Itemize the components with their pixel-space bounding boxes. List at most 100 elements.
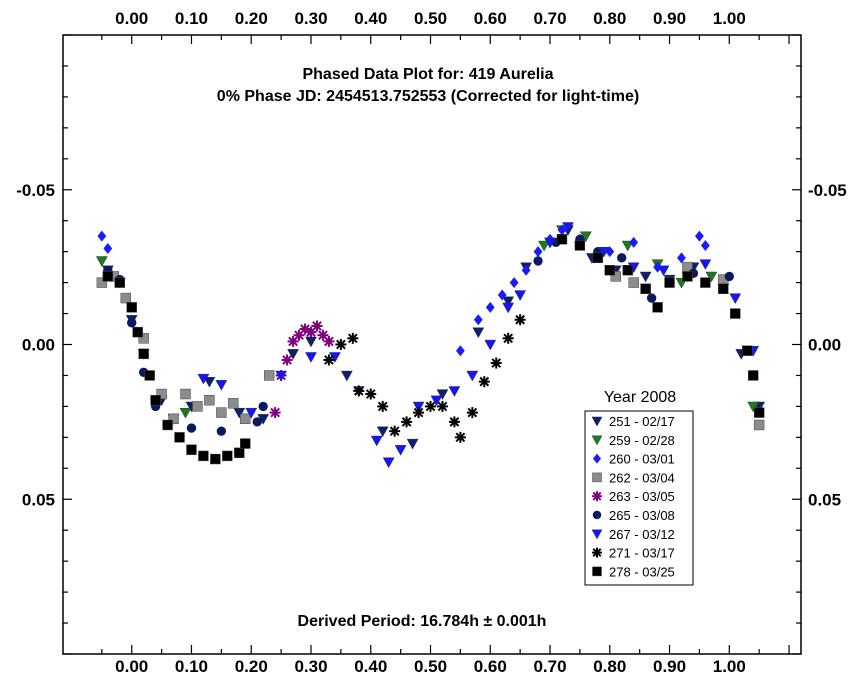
data-point — [203, 376, 216, 388]
data-point — [215, 380, 228, 391]
data-point — [753, 407, 765, 418]
data-point — [412, 401, 425, 413]
data-point — [382, 457, 395, 469]
data-point — [533, 256, 543, 266]
data-point — [204, 395, 215, 406]
data-point — [216, 426, 227, 436]
x-tick-label-bottom: 0.80 — [593, 657, 626, 676]
x-tick-label-top: 0.70 — [533, 9, 566, 28]
data-point — [592, 252, 604, 264]
data-point — [753, 419, 765, 431]
x-tick-label-top: 0.60 — [474, 9, 507, 28]
data-point — [699, 259, 712, 271]
data-point — [216, 407, 227, 418]
data-point — [478, 376, 490, 388]
data-point — [138, 348, 149, 359]
legend-marker-7 — [592, 547, 602, 558]
data-point — [156, 388, 167, 400]
x-tick-label-bottom: 0.70 — [533, 657, 566, 676]
legend-label-2: 260 - 03/01 — [609, 452, 675, 467]
data-point — [269, 407, 281, 419]
data-point — [604, 265, 615, 276]
data-point — [747, 401, 760, 413]
x-tick-label-bottom: 0.50 — [414, 657, 447, 676]
y-tick-label-left: 0.05 — [22, 490, 55, 509]
data-point — [245, 407, 258, 419]
legend-marker-5 — [592, 510, 602, 520]
legend: Year 2008 251 - 02/17 259 - 02/28 260 - 03… — [584, 389, 694, 586]
data-point — [617, 253, 627, 263]
data-point — [210, 453, 221, 465]
data-point — [472, 327, 485, 339]
y-tick-label-left: -0.05 — [16, 181, 55, 200]
data-point — [197, 373, 210, 385]
data-point — [742, 345, 753, 356]
data-point — [729, 293, 742, 305]
x-tick-label-bottom: 0.90 — [653, 657, 686, 676]
data-point — [730, 308, 741, 319]
legend-marker-0 — [591, 416, 603, 427]
data-point — [484, 339, 497, 351]
data-point — [455, 345, 465, 357]
data-point — [497, 289, 507, 301]
legend-label-0: 251 - 02/17 — [609, 414, 675, 429]
data-point — [275, 370, 288, 382]
data-point — [186, 423, 197, 433]
data-point — [234, 447, 245, 459]
data-point — [162, 419, 173, 431]
x-tick-label-bottom: 0.60 — [474, 657, 507, 676]
data-point — [490, 357, 502, 369]
data-point — [347, 332, 359, 344]
legend-marker-8 — [592, 566, 602, 577]
data-point — [335, 339, 347, 350]
data-point — [370, 435, 383, 447]
x-tick-label-bottom: 0.30 — [294, 657, 327, 676]
data-point — [610, 271, 621, 282]
data-point — [521, 264, 531, 276]
data-point — [430, 395, 443, 407]
data-point — [436, 389, 449, 401]
data-point — [622, 265, 633, 276]
legend-label-3: 262 - 03/04 — [609, 470, 675, 485]
data-point — [557, 224, 567, 236]
data-point — [340, 370, 353, 382]
series-2 — [97, 224, 710, 357]
data-point — [103, 243, 113, 255]
legend-marker-6 — [591, 529, 603, 540]
data-point — [132, 326, 143, 338]
data-point — [448, 386, 461, 397]
data-point — [436, 400, 448, 412]
data-point — [425, 400, 437, 412]
data-point — [652, 302, 663, 313]
series-7 — [323, 314, 526, 443]
data-point — [192, 401, 203, 412]
data-point — [144, 370, 155, 381]
x-tick-label-top: 0.90 — [653, 9, 686, 28]
x-tick-label-top: 1.00 — [713, 9, 746, 28]
data-point — [466, 407, 478, 419]
chart-title: Phased Data Plot for: 419 Aurelia — [302, 66, 553, 83]
x-tick-label-bottom: 0.40 — [354, 657, 387, 676]
data-point — [263, 370, 275, 381]
data-point — [311, 320, 323, 332]
data-point — [389, 425, 401, 437]
legend-entries: 251 - 02/17 259 - 02/28 260 - 03/01 262 - 0… — [591, 414, 675, 579]
data-point — [454, 431, 466, 443]
data-point — [556, 234, 568, 245]
data-point — [376, 426, 389, 438]
data-point — [168, 413, 179, 424]
data-point — [514, 314, 526, 326]
data-point — [664, 277, 675, 288]
data-point — [228, 398, 239, 409]
data-point — [657, 265, 670, 277]
data-point — [95, 256, 108, 267]
x-tick-label-top: 0.20 — [235, 9, 268, 28]
legend-title: Year 2008 — [604, 389, 676, 406]
data-point — [562, 222, 574, 233]
data-point — [198, 450, 209, 462]
data-point — [502, 302, 515, 314]
data-point — [473, 314, 483, 326]
data-point — [538, 240, 550, 252]
data-point — [682, 271, 693, 282]
data-point — [233, 407, 246, 419]
